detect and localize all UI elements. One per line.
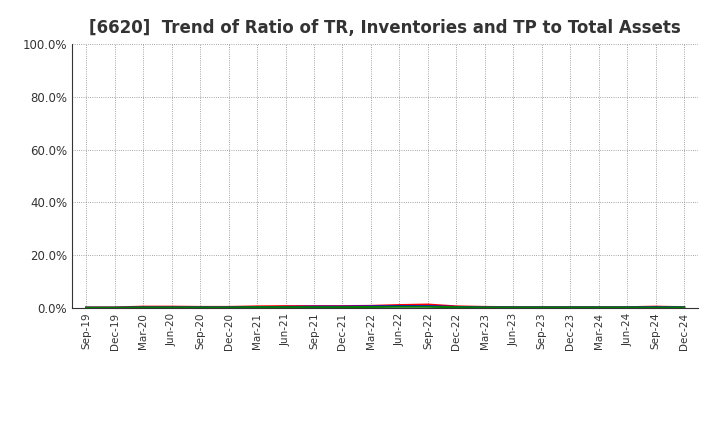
Trade Payables [82, 305, 91, 310]
Trade Payables [196, 305, 204, 310]
Inventories [338, 304, 347, 309]
Trade Receivables [537, 304, 546, 310]
Inventories [452, 304, 461, 310]
Trade Receivables [452, 304, 461, 309]
Trade Payables [480, 305, 489, 310]
Inventories [509, 305, 518, 310]
Trade Payables [509, 305, 518, 310]
Trade Receivables [338, 304, 347, 309]
Inventories [652, 304, 660, 310]
Trade Receivables [652, 304, 660, 309]
Trade Payables [338, 304, 347, 310]
Trade Payables [566, 305, 575, 310]
Trade Receivables [282, 304, 290, 309]
Trade Payables [652, 305, 660, 310]
Trade Payables [423, 304, 432, 309]
Trade Payables [282, 304, 290, 310]
Inventories [282, 304, 290, 310]
Trade Receivables [110, 305, 119, 310]
Trade Receivables [167, 304, 176, 309]
Trade Payables [623, 305, 631, 310]
Trade Payables [680, 305, 688, 310]
Trade Receivables [595, 304, 603, 310]
Inventories [196, 305, 204, 310]
Trade Receivables [566, 304, 575, 310]
Trade Payables [225, 305, 233, 310]
Inventories [566, 305, 575, 310]
Trade Payables [167, 305, 176, 310]
Inventories [537, 305, 546, 310]
Inventories [423, 304, 432, 309]
Inventories [680, 305, 688, 310]
Trade Receivables [623, 304, 631, 310]
Inventories [395, 304, 404, 309]
Inventories [623, 305, 631, 310]
Inventories [167, 305, 176, 310]
Trade Receivables [139, 304, 148, 309]
Line: Trade Payables: Trade Payables [86, 307, 684, 308]
Trade Payables [395, 304, 404, 309]
Inventories [225, 305, 233, 310]
Trade Receivables [225, 304, 233, 310]
Inventories [366, 304, 375, 309]
Trade Payables [139, 305, 148, 310]
Trade Payables [366, 304, 375, 310]
Trade Receivables [196, 304, 204, 310]
Trade Receivables [480, 304, 489, 310]
Trade Receivables [366, 303, 375, 308]
Trade Payables [595, 305, 603, 310]
Trade Receivables [395, 302, 404, 308]
Trade Receivables [509, 304, 518, 310]
Inventories [310, 304, 318, 309]
Trade Receivables [423, 302, 432, 307]
Trade Receivables [310, 304, 318, 309]
Inventories [253, 304, 261, 310]
Trade Payables [253, 304, 261, 310]
Trade Payables [310, 304, 318, 310]
Inventories [595, 305, 603, 310]
Title: [6620]  Trend of Ratio of TR, Inventories and TP to Total Assets: [6620] Trend of Ratio of TR, Inventories… [89, 19, 681, 37]
Trade Payables [452, 304, 461, 310]
Trade Receivables [253, 304, 261, 309]
Trade Payables [537, 305, 546, 310]
Inventories [480, 305, 489, 310]
Trade Receivables [82, 305, 91, 310]
Trade Receivables [680, 304, 688, 310]
Line: Inventories: Inventories [86, 306, 684, 308]
Inventories [82, 305, 91, 310]
Inventories [139, 305, 148, 310]
Inventories [110, 305, 119, 310]
Trade Payables [110, 305, 119, 310]
Line: Trade Receivables: Trade Receivables [86, 304, 684, 308]
